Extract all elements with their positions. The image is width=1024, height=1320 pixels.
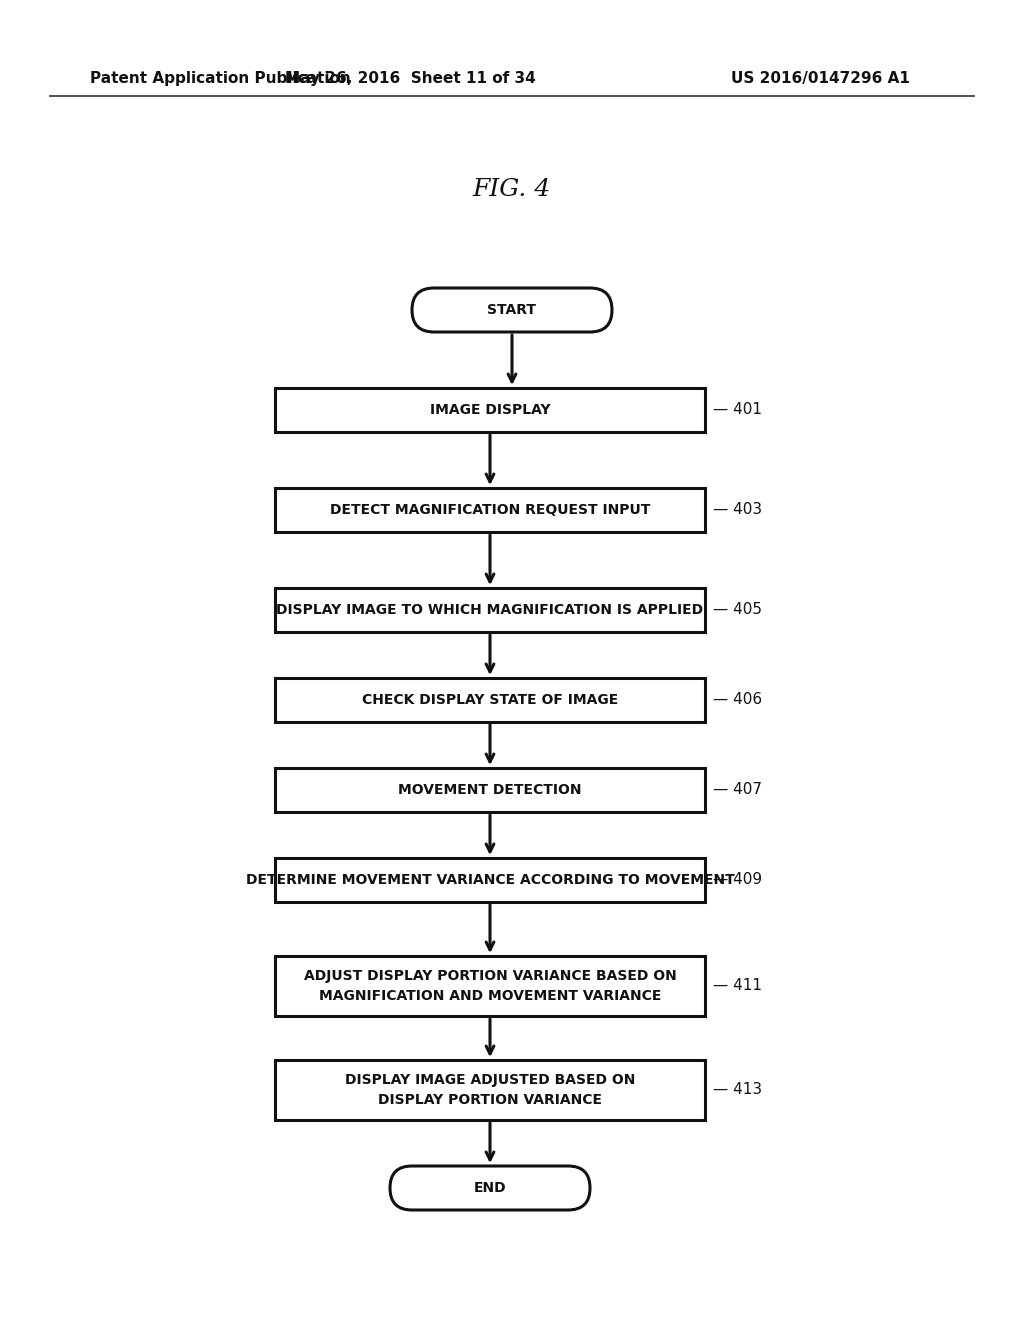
Text: DETERMINE MOVEMENT VARIANCE ACCORDING TO MOVEMENT: DETERMINE MOVEMENT VARIANCE ACCORDING TO… [246,873,734,887]
Text: CHECK DISPLAY STATE OF IMAGE: CHECK DISPLAY STATE OF IMAGE [361,693,618,708]
Bar [275,678,705,722]
Text: FIG. 4: FIG. 4 [473,178,551,202]
Text: START: START [487,304,537,317]
Bar [275,956,705,1016]
Text: END: END [474,1181,506,1195]
Text: Patent Application Publication: Patent Application Publication [90,70,351,86]
Text: — 409: — 409 [713,873,762,887]
Bar [275,858,705,902]
Text: IMAGE DISPLAY: IMAGE DISPLAY [430,403,550,417]
Text: — 411: — 411 [713,978,762,994]
Bar [275,768,705,812]
Text: DISPLAY IMAGE TO WHICH MAGNIFICATION IS APPLIED: DISPLAY IMAGE TO WHICH MAGNIFICATION IS … [276,603,703,616]
Text: — 406: — 406 [713,693,762,708]
Text: — 413: — 413 [713,1082,762,1097]
Text: MOVEMENT DETECTION: MOVEMENT DETECTION [398,783,582,797]
Text: DISPLAY IMAGE ADJUSTED BASED ON
DISPLAY PORTION VARIANCE: DISPLAY IMAGE ADJUSTED BASED ON DISPLAY … [345,1073,635,1106]
FancyBboxPatch shape [390,1166,590,1210]
Text: ADJUST DISPLAY PORTION VARIANCE BASED ON
MAGNIFICATION AND MOVEMENT VARIANCE: ADJUST DISPLAY PORTION VARIANCE BASED ON… [304,969,677,1003]
Text: US 2016/0147296 A1: US 2016/0147296 A1 [730,70,909,86]
Text: May 26, 2016  Sheet 11 of 34: May 26, 2016 Sheet 11 of 34 [285,70,536,86]
Bar [275,1060,705,1119]
Text: — 403: — 403 [713,503,762,517]
Text: DETECT MAGNIFICATION REQUEST INPUT: DETECT MAGNIFICATION REQUEST INPUT [330,503,650,517]
Bar [275,488,705,532]
Text: — 401: — 401 [713,403,762,417]
Text: — 407: — 407 [713,783,762,797]
FancyBboxPatch shape [412,288,612,333]
Bar [275,587,705,632]
Bar [275,388,705,432]
Text: — 405: — 405 [713,602,762,618]
